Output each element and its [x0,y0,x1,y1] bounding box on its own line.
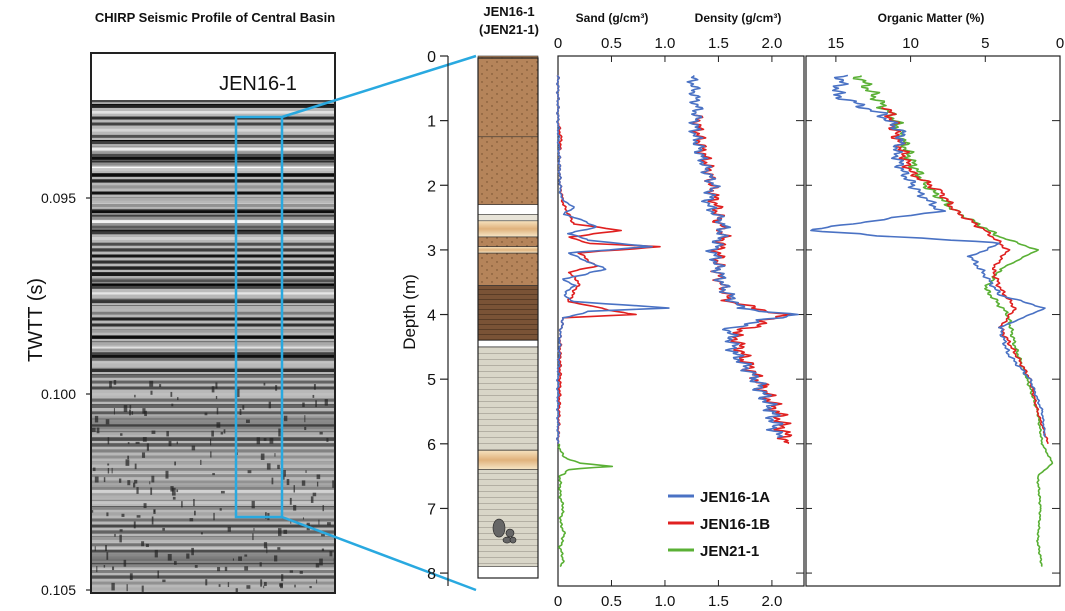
om-top-tick-label: 5 [981,35,989,52]
sand-top-tick-label: 0 [554,35,562,52]
depth-tick-label: 4 [427,308,436,325]
seismic-tick-label: 0.105 [41,582,76,598]
depth-tick-label: 6 [427,437,436,454]
seismic-tick-label: 0.100 [41,386,76,402]
organic-series [810,74,1054,567]
seismic-tick-label: 0.095 [41,190,76,206]
core-location-box [234,115,284,519]
om-top-tick-label: 0 [1056,35,1064,52]
core-unit-silty-clay-brown [477,55,539,138]
seismic-title: CHIRP Seismic Profile of Central Basin [95,10,335,25]
depth-axis-label: Depth (m) [400,274,419,350]
core-unit-dark-brown-laminated [477,285,539,341]
om-top-tick-label: 15 [828,35,845,52]
sand-density-ticks: 0 0.5 1.0 1.5 2.0 0 0.5 1.0 1.5 2.0 [554,35,783,610]
legend-label: JEN21-1 [700,543,759,560]
depth-tick-label: 0 [427,49,436,66]
seismic-image [91,53,335,593]
depth-tick-label: 5 [427,372,436,389]
sand-top-tick-label: 0.5 [601,35,622,52]
core-unit-silty-clay-brown [477,252,539,286]
density-top-tick-label: 2.0 [761,35,782,52]
sand-density-series [555,74,799,568]
core-unit-sand-gradient [477,449,539,470]
om-series-JEN16-1A [810,74,1046,438]
legend-label: JEN16-1A [700,489,770,506]
clast-icon [505,528,515,538]
depth-tick-label: 3 [427,243,436,260]
core-unit-silty-clay-brown [477,136,539,205]
core-unit-laminated-silt [477,346,539,451]
depth-tick-label: 7 [427,501,436,518]
sand-series-JEN16-1A [555,75,670,444]
sd-bottom-tick-label: 1.5 [708,593,729,610]
depth-tick-label: 8 [427,566,436,583]
depth-tick-label: 2 [427,178,436,195]
sand-series-JEN21-1 [557,443,614,568]
depth-ticks: 0 1 2 3 4 5 6 7 8 [427,49,1060,586]
organic-ticks: 15 10 5 0 [828,35,1064,62]
core-unit-silty-clay-brown [477,236,539,247]
sand-top-tick-label: 1.0 [655,35,676,52]
legend: JEN16-1A JEN16-1B JEN21-1 [668,489,770,560]
om-top-tick-label: 10 [902,35,919,52]
connector-bottom [281,515,477,592]
seismic-core-label: JEN16-1 [219,73,297,95]
organic-label: Organic Matter (%) [878,11,985,25]
density-series-JEN16-1A [686,74,799,439]
core-title-2: (JEN21-1) [479,22,539,37]
core-unit-void [477,204,539,215]
sand-label: Sand (g/cm³) [576,11,649,25]
core-column [477,55,539,567]
core-unit-sand-gradient [477,220,539,238]
seismic-y-ticks: 0.095 0.100 0.105 [41,190,91,598]
organic-frame [805,55,1061,587]
core-frame [477,57,539,579]
legend-label: JEN16-1B [700,516,770,533]
core-unit-sand-gradient [477,246,539,254]
core-unit-laminated-silt [477,469,539,567]
om-series-JEN21-1 [852,75,1054,567]
seismic-ylabel: TWTT (s) [25,278,47,362]
density-top-tick-label: 1.5 [708,35,729,52]
clast-icon [492,518,506,538]
sd-bottom-tick-label: 1.0 [655,593,676,610]
sd-bottom-tick-label: 0 [554,593,562,610]
core-unit-silt [477,214,539,222]
density-label: Density (g/cm³) [695,11,782,25]
sand-density-frame [557,55,805,587]
sand-series-JEN16-1B [555,75,661,444]
sd-bottom-tick-label: 0.5 [601,593,622,610]
density-series-JEN16-1B [690,113,793,445]
sd-bottom-tick-label: 2.0 [761,593,782,610]
core-unit-void [477,340,539,348]
core-title-1: JEN16-1 [483,4,534,19]
seismic-frame [90,52,336,594]
connector-top [281,54,477,119]
depth-tick-label: 1 [427,114,436,131]
clast-icon [509,536,517,544]
